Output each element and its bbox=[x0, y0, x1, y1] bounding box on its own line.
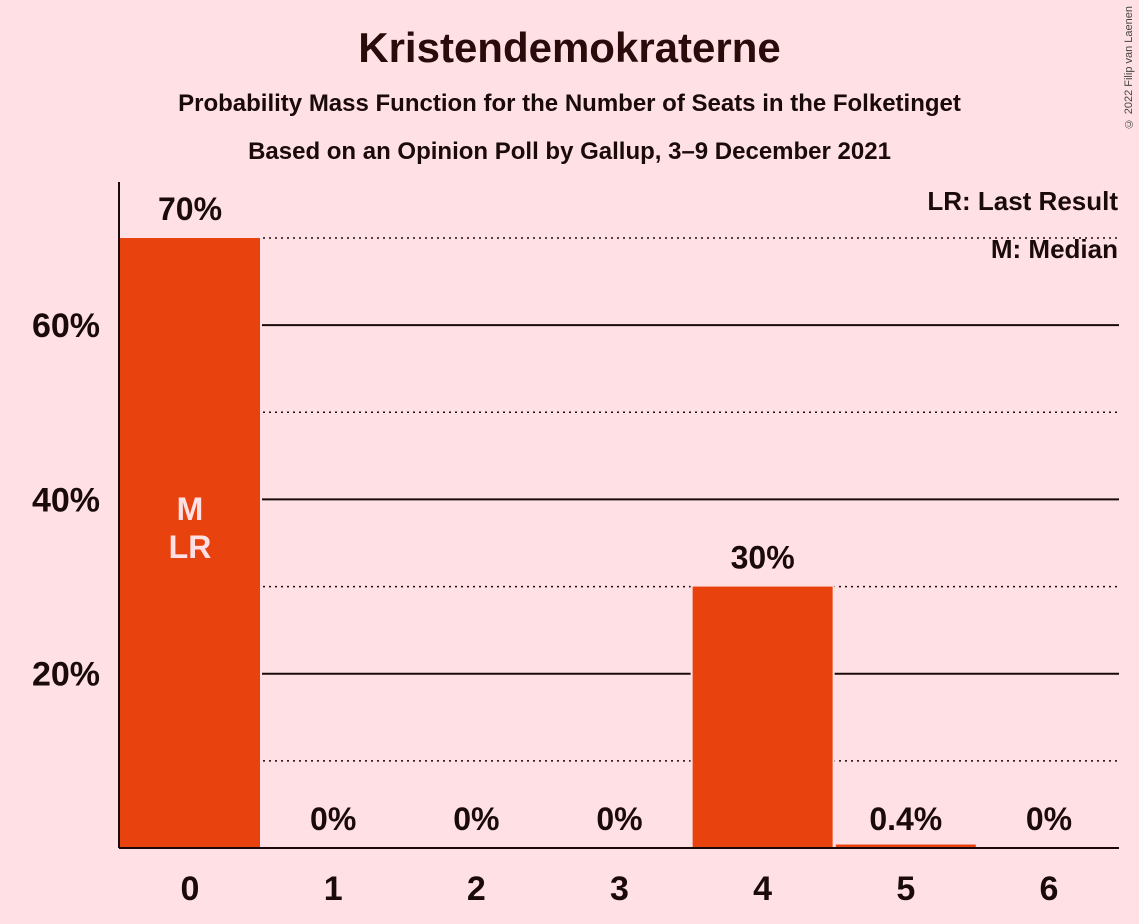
data-label: 70% bbox=[158, 191, 222, 227]
data-label: 30% bbox=[731, 540, 795, 576]
x-tick-label: 2 bbox=[467, 870, 486, 908]
x-tick-label: 1 bbox=[324, 870, 343, 908]
data-label: 0% bbox=[453, 801, 499, 837]
x-tick-label: 6 bbox=[1039, 870, 1058, 908]
bar bbox=[120, 238, 260, 848]
bar bbox=[692, 586, 833, 848]
chart-subtitle: Probability Mass Function for the Number… bbox=[178, 90, 961, 117]
chart-source-subtitle: Based on an Opinion Poll by Gallup, 3–9 … bbox=[248, 138, 891, 165]
x-tick-label: 3 bbox=[610, 870, 629, 908]
y-tick-label: 60% bbox=[32, 307, 100, 345]
x-tick-label: 5 bbox=[896, 870, 915, 908]
bar bbox=[835, 844, 976, 848]
y-tick-label: 20% bbox=[32, 656, 100, 694]
data-label: 0% bbox=[1026, 801, 1072, 837]
x-tick-label: 0 bbox=[181, 870, 200, 908]
data-label: 0.4% bbox=[869, 801, 942, 837]
data-label: 0% bbox=[310, 801, 356, 837]
chart-title: Kristendemokraterne bbox=[358, 24, 781, 71]
bar-annotation: M bbox=[177, 491, 204, 527]
y-tick-label: 40% bbox=[32, 481, 100, 519]
x-tick-label: 4 bbox=[753, 870, 772, 908]
legend-entry: M: Median bbox=[991, 234, 1118, 264]
legend-entry: LR: Last Result bbox=[927, 186, 1118, 216]
bar-annotation: LR bbox=[169, 529, 212, 565]
data-label: 0% bbox=[596, 801, 642, 837]
